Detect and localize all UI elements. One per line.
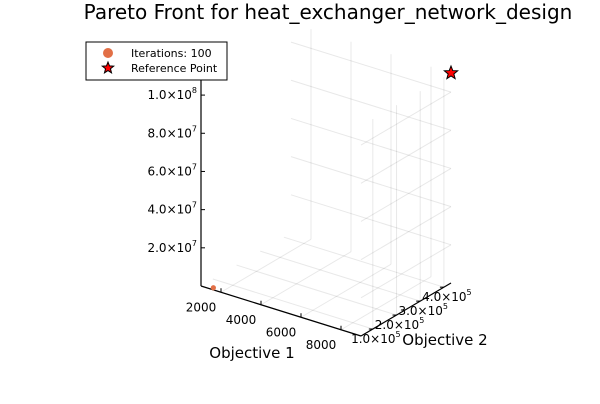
x-axis-line (200, 285, 362, 337)
x-tick-label: 8000 (306, 338, 337, 352)
grid-line (360, 244, 452, 299)
legend-circle-marker (103, 48, 113, 58)
x-tick-label: 4000 (226, 313, 257, 327)
grid-line (290, 117, 452, 169)
grid-line (290, 41, 452, 93)
y-tick-label: 1.0×105 (351, 330, 401, 346)
z-tick-label: 4.0×107 (147, 201, 197, 217)
axes (200, 76, 452, 337)
y-tick-label: 4.0×105 (422, 288, 472, 304)
y-tick-label: 2.0×105 (375, 316, 425, 332)
grid-line (360, 91, 452, 146)
legend-label: Iterations: 100 (131, 47, 212, 60)
x-tick-label: 6000 (266, 325, 297, 339)
grid-line (290, 194, 452, 246)
grid-line (300, 263, 392, 318)
y-axis-line (360, 282, 452, 337)
grid-line (260, 250, 421, 302)
chart-title: Pareto Front for heat_exchanger_network_… (84, 0, 573, 24)
y-tick-label: 3.0×105 (398, 302, 448, 318)
grid-line (290, 156, 452, 208)
grid-line (290, 79, 452, 131)
grid-line (236, 264, 397, 316)
legend-label: Reference Point (131, 62, 218, 75)
grid-line (212, 278, 373, 330)
data-points (210, 64, 459, 291)
legend-star-marker (100, 60, 116, 74)
pareto-point (210, 285, 216, 291)
z-tick-label: 6.0×107 (147, 162, 197, 178)
grid-line (220, 238, 312, 293)
x-tick-label: 2000 (186, 300, 217, 314)
grid-line (360, 129, 452, 184)
grid-line (360, 206, 452, 261)
x-axis-label: Objective 1 (209, 344, 294, 362)
grid-line (340, 276, 432, 331)
z-tick-label: 1.0×108 (147, 86, 197, 102)
legend: Iterations: 100 Reference Point (85, 41, 228, 81)
grid-line (260, 251, 352, 306)
z-tick-label: 8.0×107 (147, 124, 197, 140)
grid-line (283, 236, 445, 288)
z-tick-label: 2.0×107 (147, 239, 197, 255)
grid-line (360, 168, 452, 222)
grid-lines (212, 29, 452, 331)
reference-point-marker (443, 64, 459, 80)
y-axis-label: Objective 2 (402, 331, 487, 349)
